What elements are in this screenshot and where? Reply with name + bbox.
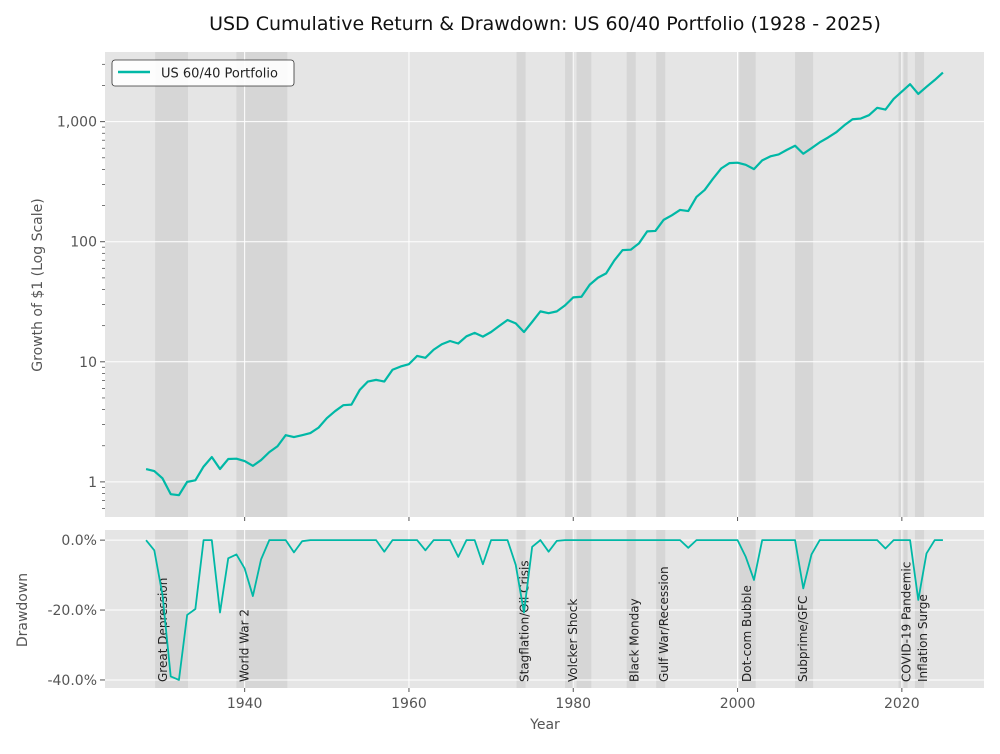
crisis-label: Black Monday xyxy=(628,598,642,682)
crisis-label: Gulf War/Recession xyxy=(657,566,671,682)
crisis-label: Inflation Surge xyxy=(916,594,930,682)
x-tick-label: 2020 xyxy=(884,696,920,712)
y-tick-label: 1,000 xyxy=(57,115,97,131)
y-tick-label: -20.0% xyxy=(47,603,97,619)
x-tick-label: 1940 xyxy=(227,696,263,712)
x-axis-label: Year xyxy=(529,717,560,733)
legend: US 60/40 Portfolio xyxy=(112,60,294,86)
crisis-label: Stagflation/Oil Crisis xyxy=(518,560,532,682)
y-tick-label: 100 xyxy=(70,235,97,251)
crisis-label: World War 2 xyxy=(237,609,251,682)
drawdown-panel: 0.0% -20.0% -40.0% 1940 1960 1980 2000 2020 Grea… xyxy=(47,530,984,712)
y-axis-label-drawdown: Drawdown xyxy=(15,573,31,647)
x-tick-label: 1980 xyxy=(555,696,591,712)
crisis-label: Subprime/GFC xyxy=(796,596,810,682)
growth-panel: 1 10 100 1,000 xyxy=(57,52,984,521)
x-tick-label: 1960 xyxy=(391,696,427,712)
crisis-label: Great Depression xyxy=(156,578,170,682)
crisis-label: Volcker Shock xyxy=(566,599,580,682)
y-tick-label: -40.0% xyxy=(47,673,97,689)
y-tick-label: 0.0% xyxy=(61,533,97,549)
chart-title: USD Cumulative Return & Drawdown: US 60/… xyxy=(209,13,881,35)
y-tick-label: 10 xyxy=(79,355,97,371)
crisis-label: Dot-com Bubble xyxy=(740,585,754,682)
y-axis-label-growth: Growth of $1 (Log Scale) xyxy=(30,198,46,371)
y-tick-label: 1 xyxy=(88,475,97,491)
legend-label: US 60/40 Portfolio xyxy=(161,67,278,82)
x-tick-label: 2000 xyxy=(720,696,756,712)
crisis-label: COVID-19 Pandemic xyxy=(900,562,914,682)
